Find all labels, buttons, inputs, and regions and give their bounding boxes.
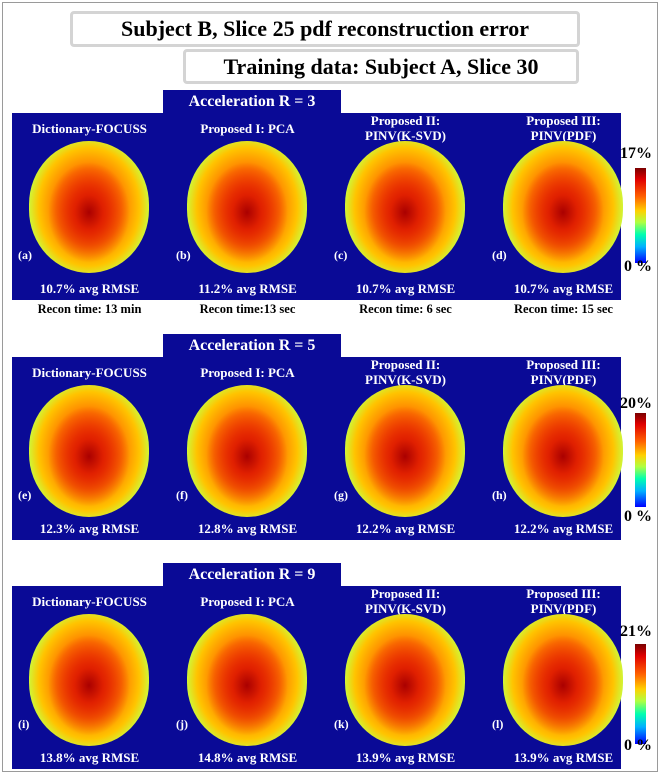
method-column: Dictionary-FOCUSS (i) 13.8% avg RMSE: [12, 586, 167, 769]
error-map-panel: Dictionary-FOCUSS (a) 10.7% avg RMSE Propos…: [12, 113, 623, 300]
recon-time-label: Recon time:13 sec: [199, 302, 296, 316]
avg-rmse-label: 10.7% avg RMSE: [513, 281, 614, 296]
recon-time-label: Recon time: 13 min: [37, 302, 142, 316]
panel-letter: (k): [334, 717, 349, 731]
acceleration-label: Acceleration R = 9: [163, 563, 341, 587]
avg-rmse-label: 12.2% avg RMSE: [513, 521, 614, 536]
colorbar-max-label: 17%: [620, 145, 652, 162]
panel-letter: (f): [176, 488, 188, 502]
recon-time-label: Recon time: 15 sec: [514, 302, 613, 316]
figure-title: Subject B, Slice 25 pdf reconstruction e…: [70, 11, 580, 47]
colorbar-max-label: 21%: [620, 623, 652, 640]
figure-subtitle: Training data: Subject A, Slice 30: [183, 49, 579, 84]
method-subtitle: PINV(PDF): [530, 128, 597, 143]
panel-letter: (c): [334, 248, 348, 262]
method-title: Dictionary-FOCUSS: [32, 594, 147, 609]
brain-error-map: [29, 385, 149, 517]
method-column: Proposed I: PCA (f) 12.8% avg RMSE: [170, 357, 325, 540]
colorbar-min-label: 0 %: [624, 258, 652, 275]
panel-letter: (a): [18, 248, 32, 262]
panel-letter: (g): [334, 488, 348, 502]
method-column: Dictionary-FOCUSS (a) 10.7% avg RMSE: [12, 113, 167, 300]
brain-error-map: [503, 141, 623, 273]
method-title: Proposed II:: [370, 113, 441, 128]
panel-letter: (i): [18, 717, 30, 731]
panel-letter: (b): [176, 248, 191, 262]
method-column: Proposed III: PINV(PDF) (d) 10.7% avg RMSE: [486, 113, 641, 300]
colorbar-min-label: 0 %: [624, 508, 652, 525]
brain-error-map: [187, 614, 307, 746]
panel-letter: (e): [18, 488, 32, 502]
avg-rmse-label: 14.8% avg RMSE: [197, 750, 298, 765]
brain-error-map: [345, 385, 465, 517]
acceleration-label: Acceleration R = 5: [163, 334, 341, 358]
panel-letter: (j): [176, 717, 188, 731]
panel-letter: (d): [492, 248, 507, 262]
method-subtitle: PINV(K-SVD): [365, 601, 446, 616]
method-subtitle: PINV(PDF): [530, 372, 597, 387]
brain-error-map: [187, 141, 307, 273]
method-subtitle: PINV(K-SVD): [365, 128, 446, 143]
method-title: Proposed II:: [370, 586, 441, 601]
recon-time-label: Recon time: 6 sec: [359, 302, 452, 316]
method-column: Proposed I: PCA (j) 14.8% avg RMSE: [170, 586, 325, 769]
colorbar: [635, 644, 646, 744]
avg-rmse-label: 10.7% avg RMSE: [39, 281, 140, 296]
avg-rmse-label: 13.9% avg RMSE: [355, 750, 456, 765]
avg-rmse-label: 11.2% avg RMSE: [198, 281, 297, 296]
method-title: Proposed I: PCA: [200, 365, 295, 380]
method-column: Proposed III: PINV(PDF) (l) 13.9% avg RMSE: [486, 586, 641, 769]
colorbar: [635, 168, 646, 263]
colorbar: [635, 413, 646, 507]
method-subtitle: PINV(K-SVD): [365, 372, 446, 387]
method-subtitle: PINV(PDF): [530, 601, 597, 616]
method-column: Proposed II: PINV(K-SVD) (c) 10.7% avg RMSE: [328, 113, 483, 300]
avg-rmse-label: 12.8% avg RMSE: [197, 521, 298, 536]
brain-error-map: [503, 614, 623, 746]
colorbar-max-label: 20%: [620, 395, 652, 412]
panel-letter: (l): [492, 717, 504, 731]
brain-error-map: [345, 614, 465, 746]
brain-error-map: [503, 385, 623, 517]
method-column: Dictionary-FOCUSS (e) 12.3% avg RMSE: [12, 357, 167, 540]
method-column: Proposed II: PINV(K-SVD) (g) 12.2% avg RMSE: [328, 357, 483, 540]
method-title: Proposed III:: [526, 113, 601, 128]
method-column: Proposed I: PCA (b) 11.2% avg RMSE: [170, 113, 325, 300]
avg-rmse-label: 13.9% avg RMSE: [513, 750, 614, 765]
method-title: Proposed III:: [526, 357, 601, 372]
method-column: Proposed III: PINV(PDF) (h) 12.2% avg RMSE: [486, 357, 641, 540]
method-column: Proposed II: PINV(K-SVD) (k) 13.9% avg RMSE: [328, 586, 483, 769]
avg-rmse-label: 10.7% avg RMSE: [355, 281, 456, 296]
method-title: Proposed III:: [526, 586, 601, 601]
acceleration-label: Acceleration R = 3: [163, 90, 341, 114]
brain-error-map: [187, 385, 307, 517]
error-map-panel: Dictionary-FOCUSS (e) 12.3% avg RMSE Propos…: [12, 357, 623, 540]
method-title: Proposed I: PCA: [200, 121, 295, 136]
avg-rmse-label: 12.3% avg RMSE: [39, 521, 140, 536]
avg-rmse-label: 12.2% avg RMSE: [355, 521, 456, 536]
avg-rmse-label: 13.8% avg RMSE: [39, 750, 140, 765]
brain-error-map: [29, 141, 149, 273]
method-title: Proposed II:: [370, 357, 441, 372]
error-map-panel: Dictionary-FOCUSS (i) 13.8% avg RMSE Propos…: [12, 586, 623, 769]
colorbar-min-label: 0 %: [624, 737, 652, 754]
method-title: Dictionary-FOCUSS: [32, 365, 147, 380]
method-title: Proposed I: PCA: [200, 594, 295, 609]
panel-letter: (h): [492, 488, 507, 502]
brain-error-map: [29, 614, 149, 746]
brain-error-map: [345, 141, 465, 273]
method-title: Dictionary-FOCUSS: [32, 121, 147, 136]
